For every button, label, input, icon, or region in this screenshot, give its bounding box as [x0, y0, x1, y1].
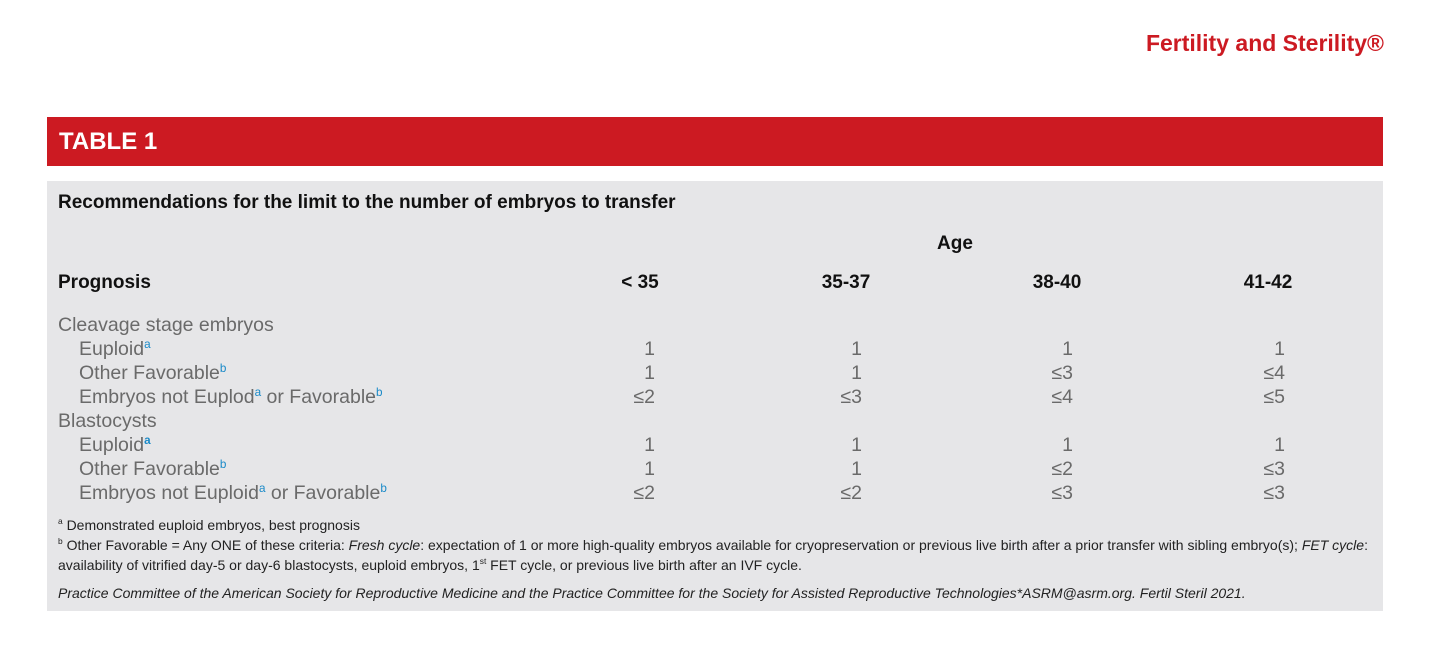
cell: 1	[851, 458, 862, 480]
cell: ≤2	[1051, 458, 1073, 480]
label-text: Euploid	[79, 434, 145, 456]
footnote-text: st	[479, 556, 487, 566]
footnote-ref: a	[144, 434, 151, 447]
cell: ≤4	[1051, 386, 1073, 408]
label-text: or Favorable	[270, 482, 381, 504]
footnote-text: Demonstrated euploid embryos, best progn…	[66, 517, 360, 533]
footnote-ref: a	[258, 482, 266, 495]
column-header: 41-42	[1243, 272, 1293, 293]
section-label: Cleavage stage embryos	[58, 314, 274, 336]
cell: 1	[644, 338, 655, 360]
cell: ≤2	[840, 482, 862, 504]
journal-name: Fertility and Sterility®	[1145, 30, 1384, 56]
group-header-text: Age	[937, 233, 973, 254]
label-text: Euploid	[79, 338, 145, 360]
footnote-text: FET cycle	[1301, 537, 1365, 553]
footnote: b Other Favorable = Any ONE of these cri…	[58, 535, 1378, 575]
footnote-text: : expectation of 1 or more high-quality …	[420, 537, 1302, 553]
footnote-text: Fresh cycle	[348, 537, 421, 553]
footnote-ref: b	[219, 362, 227, 375]
table-title: Recommendations for the limit to the num…	[58, 192, 676, 213]
cell: ≤4	[1263, 362, 1285, 384]
column-header: < 35	[621, 272, 659, 293]
footnote-ref: b	[376, 386, 383, 399]
cell: 1	[851, 338, 862, 360]
cell: ≤3	[1263, 482, 1285, 504]
cell: ≤3	[1051, 362, 1073, 384]
footnote-text: Other Favorable = Any ONE of these crite…	[66, 537, 349, 553]
cell: ≤3	[1263, 458, 1285, 480]
footnote-text: : availability of vitrified day-5 or day…	[58, 537, 1368, 573]
cell: 1	[851, 434, 862, 456]
cell: 1	[644, 362, 655, 384]
row-label: Embryos not Euploda or Favorableb	[79, 385, 383, 409]
source: Practice Committee of the American Socie…	[58, 585, 1246, 601]
cell: 1	[644, 458, 655, 480]
cell: ≤3	[1051, 482, 1073, 504]
footnote-mark: b	[58, 536, 63, 546]
cell: ≤2	[633, 386, 655, 408]
cell: ≤5	[1263, 386, 1285, 408]
row-label: Euploida	[79, 337, 151, 361]
cell: 1	[644, 434, 655, 456]
label-text: Embryos not Euploid	[79, 482, 259, 504]
cell: ≤3	[840, 386, 862, 408]
cell: 1	[1274, 434, 1285, 456]
column-header: Prognosis	[58, 272, 151, 293]
column-header: 35-37	[821, 272, 871, 293]
cell: 1	[851, 362, 862, 384]
section-label: Blastocysts	[58, 410, 157, 432]
cell: 1	[1062, 434, 1073, 456]
footnote-text: FET cycle, or previous live birth after …	[486, 557, 802, 573]
footnote-ref: b	[219, 458, 227, 471]
row-label: Other Favorableb	[79, 361, 226, 385]
table-label: TABLE 1	[59, 128, 158, 155]
label-text: Other Favorable	[79, 362, 220, 384]
table-banner: TABLE 1	[47, 117, 1383, 166]
cell: ≤2	[633, 482, 655, 504]
footnote-ref: a	[144, 338, 151, 351]
column-header: 38-40	[1032, 272, 1082, 293]
table-box: Recommendations for the limit to the num…	[47, 181, 1383, 611]
cell: 1	[1274, 338, 1285, 360]
label-text: or Favorable	[266, 386, 377, 408]
cell: 1	[1062, 338, 1073, 360]
footnote: a Demonstrated euploid embryos, best pro…	[58, 515, 1378, 535]
row-label: Embryos not Euploida or Favorableb	[79, 481, 387, 505]
row-label: Other Favorableb	[79, 457, 226, 481]
row-label: Euploida	[79, 433, 151, 457]
footnote-mark: a	[58, 516, 63, 526]
footnote-ref: a	[254, 386, 262, 399]
label-text: Other Favorable	[79, 458, 220, 480]
label-text: Embryos not Euplod	[79, 386, 255, 408]
footnote-ref: b	[380, 482, 387, 495]
